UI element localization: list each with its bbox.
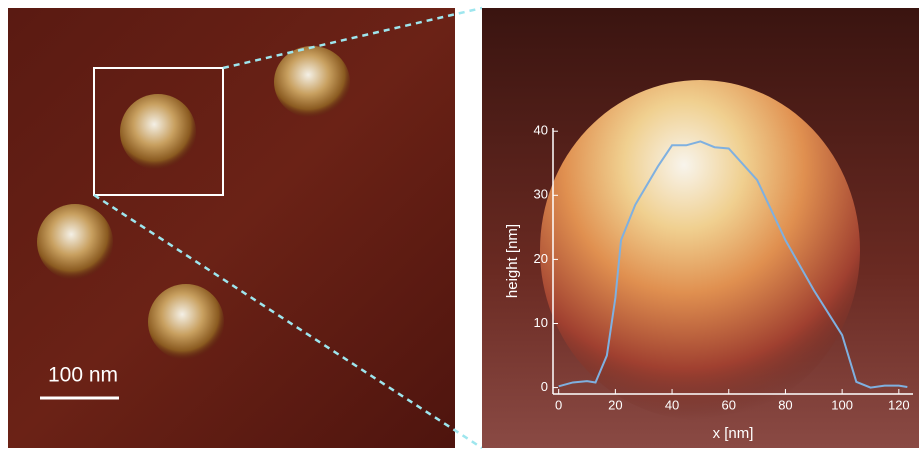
x-tick-label: 100	[831, 397, 853, 412]
x-tick-label: 20	[608, 397, 622, 412]
particle	[120, 94, 196, 170]
x-tick-label: 60	[722, 397, 736, 412]
particle-3d	[540, 80, 860, 420]
y-tick-label: 0	[541, 379, 548, 394]
x-tick-label: 120	[888, 397, 910, 412]
x-tick-label: 80	[778, 397, 792, 412]
figure: 100 nm 0 20 40 60 80 100 120 0 10 20 30 40 x [nm] hei…	[0, 0, 919, 451]
scale-bar-label: 100 nm	[48, 364, 118, 387]
x-axis-label: x [nm]	[713, 425, 754, 442]
y-tick-label: 30	[534, 187, 548, 202]
x-tick-label: 40	[665, 397, 679, 412]
particle	[37, 204, 113, 280]
y-tick-label: 40	[534, 123, 548, 138]
particle	[148, 284, 224, 360]
y-tick-label: 10	[534, 315, 548, 330]
y-tick-label: 20	[534, 251, 548, 266]
particle	[274, 46, 350, 118]
y-axis-label: height [nm]	[504, 224, 521, 298]
x-tick-label: 0	[555, 397, 562, 412]
